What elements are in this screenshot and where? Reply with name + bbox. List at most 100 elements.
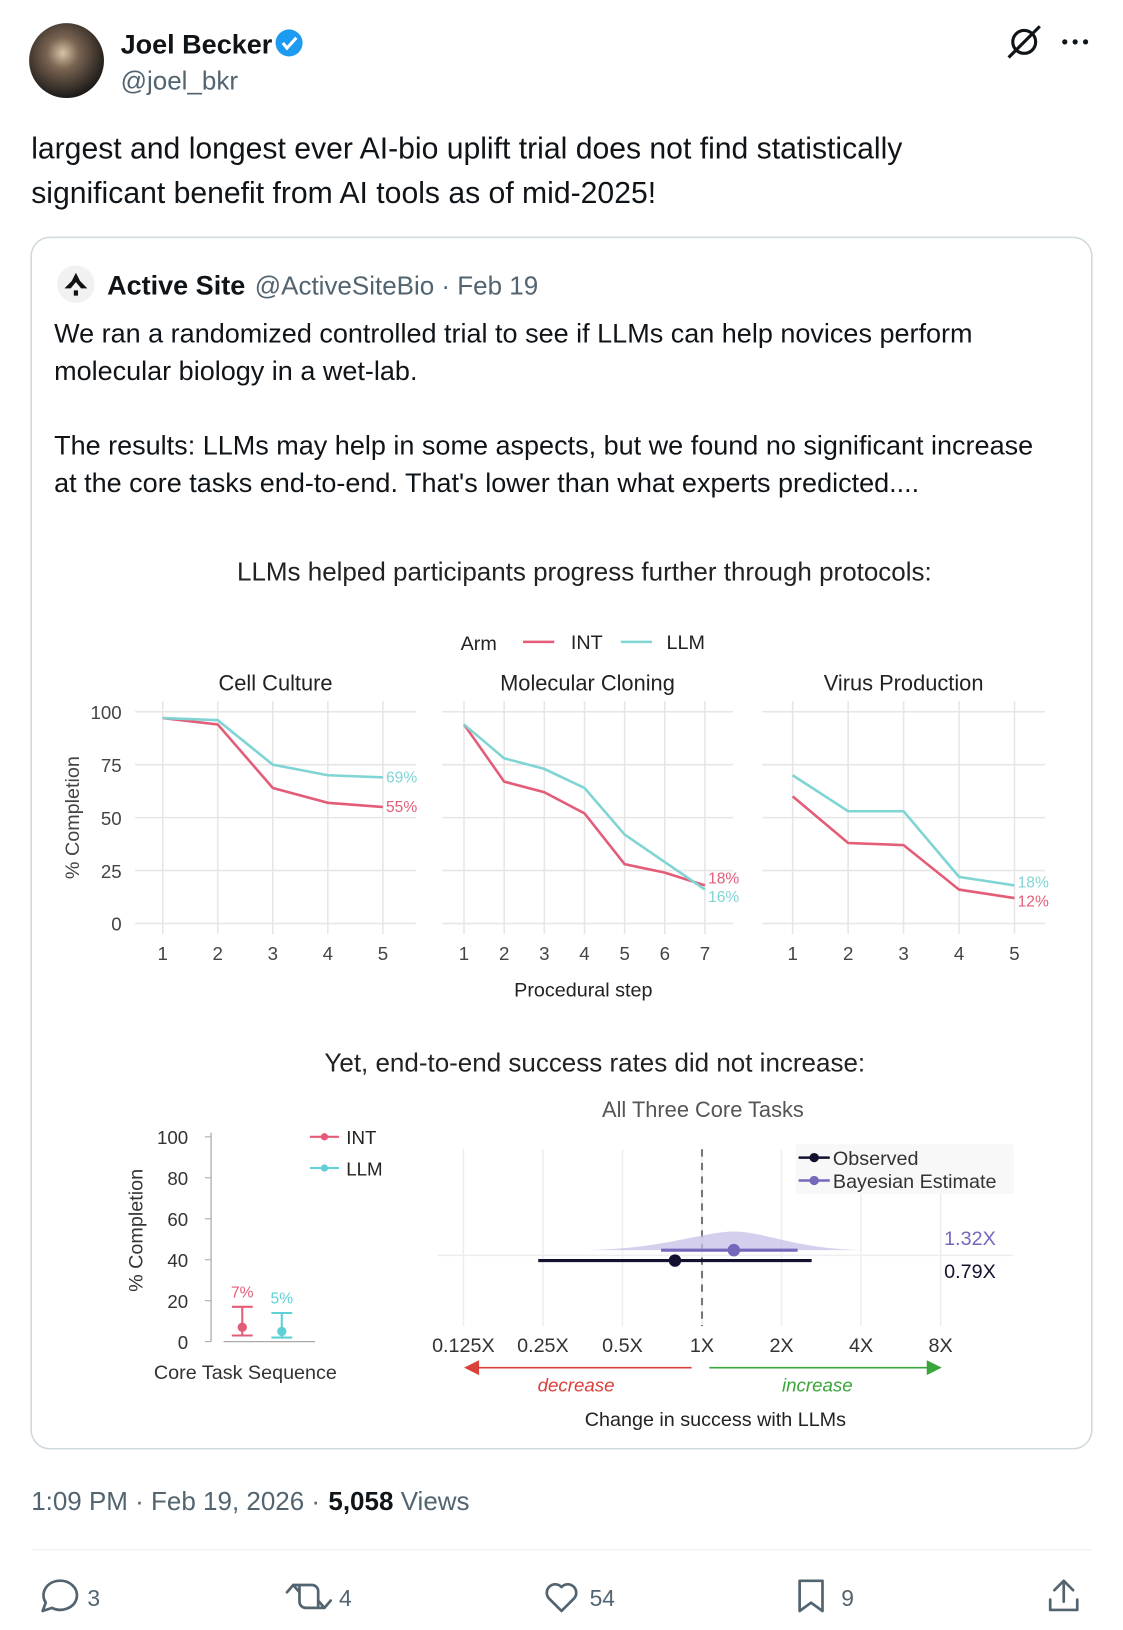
x-tick-label: 1X (690, 1335, 714, 1357)
quote-line: We ran a randomized controlled trial to … (54, 318, 972, 348)
legend-label: LLM (346, 1158, 382, 1179)
x-tick-label: 5 (619, 943, 629, 964)
x-axis-label: Procedural step (514, 979, 652, 1001)
series-line (162, 716, 383, 809)
point (277, 1326, 287, 1337)
legend-title: Arm (461, 633, 497, 655)
quote-meta: @ActiveSiteBio · Feb 19 (255, 271, 538, 301)
end-label: 16% (708, 889, 739, 906)
legend-label: LLM (667, 632, 705, 654)
density (577, 1231, 871, 1251)
value-label: 0.79X (944, 1261, 996, 1283)
x-tick-label: 3 (539, 943, 549, 964)
x-tick-label: 2 (499, 943, 509, 964)
end-label: 18% (1018, 875, 1049, 892)
quote-card[interactable] (30, 236, 1093, 1450)
point (237, 1322, 247, 1333)
quote-name[interactable]: Active Site (107, 271, 245, 301)
series-line (463, 723, 706, 891)
x-tick-label: 0.125X (432, 1335, 495, 1357)
y-tick-label: 50 (101, 808, 122, 829)
reply-count: 3 (87, 1585, 100, 1611)
panel-title: Cell Culture (219, 671, 333, 696)
time[interactable]: 1:09 PM · Feb 19, 2026 · (31, 1486, 320, 1516)
repost-button[interactable] (285, 1583, 333, 1610)
legend-label: Bayesian Estimate (833, 1171, 997, 1193)
panel-title: All Three Core Tasks (602, 1097, 804, 1122)
more-button[interactable] (1062, 39, 1089, 45)
x-tick-label: 4X (849, 1335, 873, 1357)
estimate-point (727, 1243, 741, 1257)
author-name[interactable]: Joel Becker (121, 29, 273, 59)
x-tick-label: 1 (787, 943, 797, 964)
like-button[interactable] (545, 1582, 578, 1613)
like-count: 54 (590, 1585, 616, 1611)
y-tick-label: 20 (167, 1291, 188, 1312)
quote-text: We ran a randomized controlled trial to … (54, 318, 1041, 498)
decrease-arrow (464, 1360, 692, 1376)
x-tick-label: 0.5X (602, 1335, 643, 1357)
views-count: 5,058 (328, 1486, 393, 1516)
quote-line: molecular biology in a wet-lab. (54, 356, 417, 386)
figure-title: LLMs helped participants progress furthe… (237, 557, 932, 587)
x-tick-label: 5 (1009, 943, 1019, 964)
legend-dot (320, 1133, 329, 1141)
legend-label: INT (571, 632, 603, 654)
quote-line: The results: LLMs may help in some aspec… (54, 431, 1033, 461)
x-tick-label: 8X (929, 1335, 953, 1357)
timestamp: 1:09 PM · Feb 19, 2026 · 5,058 Views (31, 1486, 469, 1516)
bookmark-button[interactable] (798, 1579, 824, 1613)
value-label: 7% (231, 1284, 254, 1301)
x-tick-label: 2 (843, 943, 853, 964)
end-label: 55% (386, 799, 417, 816)
bookmark-count: 9 (841, 1585, 854, 1611)
x-tick-label: 4 (954, 943, 964, 964)
legend-label: INT (346, 1127, 376, 1148)
verified-badge (275, 29, 303, 57)
legend-dot (809, 1152, 819, 1163)
tweet-line: largest and longest ever AI-bio uplift t… (31, 132, 903, 165)
x-tick-label: 2X (769, 1335, 793, 1357)
x-tick-label: 3 (268, 943, 278, 964)
y-axis-label: % Completion (125, 1169, 147, 1292)
tweet-text: largest and longest ever AI-bio uplift t… (31, 132, 911, 210)
avatar[interactable] (29, 23, 104, 99)
y-tick-label: 100 (157, 1127, 188, 1148)
tweet-line: significant benefit from AI tools as of … (31, 177, 656, 210)
quote-avatar[interactable] (57, 265, 95, 303)
x-tick-label: 3 (898, 943, 908, 964)
x-tick-label: 0.25X (517, 1335, 569, 1357)
value-label: 1.32X (944, 1228, 996, 1250)
y-tick-label: 25 (101, 861, 122, 882)
value-label: 5% (271, 1291, 294, 1308)
legend-dot (320, 1164, 329, 1172)
x-tick-label: 2 (213, 943, 223, 964)
series-line (791, 774, 1015, 887)
author-handle[interactable]: @joel_bkr (121, 66, 239, 96)
legend-label: Observed (833, 1148, 919, 1170)
series-line (791, 795, 1015, 900)
y-tick-label: 100 (90, 702, 121, 723)
y-tick-label: 40 (167, 1250, 188, 1271)
x-tick-label: 7 (700, 943, 710, 964)
x-tick-label: 6 (660, 943, 670, 964)
legend-box (795, 1144, 1014, 1195)
views-label: Views (401, 1486, 470, 1516)
figure-title: Yet, end-to-end success rates did not in… (324, 1047, 865, 1077)
end-label: 18% (708, 870, 739, 887)
y-tick-label: 60 (167, 1209, 188, 1230)
y-axis-label: % Completion (62, 756, 84, 879)
y-tick-label: 0 (178, 1332, 188, 1353)
reply-button[interactable] (41, 1579, 79, 1613)
share-button[interactable] (1048, 1579, 1079, 1612)
estimate-point (668, 1254, 682, 1267)
y-tick-label: 80 (167, 1168, 188, 1189)
series-line (162, 716, 383, 779)
legend-dot (809, 1175, 819, 1186)
x-tick-label: 1 (459, 943, 469, 964)
y-tick-label: 0 (111, 914, 121, 935)
grok-icon[interactable] (1007, 25, 1041, 59)
x-axis-label: Change in success with LLMs (585, 1409, 846, 1431)
